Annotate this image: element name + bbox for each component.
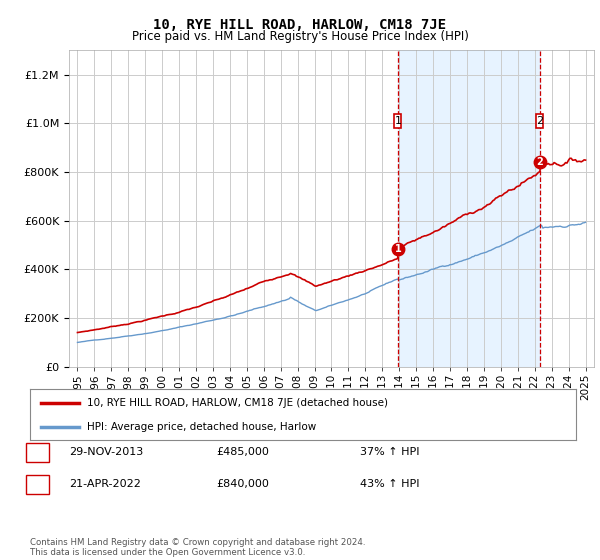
Text: 1: 1 (395, 244, 401, 254)
Text: Price paid vs. HM Land Registry's House Price Index (HPI): Price paid vs. HM Land Registry's House … (131, 30, 469, 43)
Text: 43% ↑ HPI: 43% ↑ HPI (360, 479, 419, 489)
Text: 1: 1 (394, 116, 401, 126)
Text: 1: 1 (34, 447, 41, 458)
Text: 2: 2 (536, 116, 544, 126)
Text: 2: 2 (34, 479, 41, 489)
Text: Contains HM Land Registry data © Crown copyright and database right 2024.
This d: Contains HM Land Registry data © Crown c… (30, 538, 365, 557)
Text: £840,000: £840,000 (216, 479, 269, 489)
Bar (398, 50, 540, 367)
Text: £485,000: £485,000 (216, 447, 269, 458)
FancyBboxPatch shape (394, 114, 401, 128)
FancyBboxPatch shape (536, 114, 543, 128)
Text: 10, RYE HILL ROAD, HARLOW, CM18 7JE (detached house): 10, RYE HILL ROAD, HARLOW, CM18 7JE (det… (88, 398, 388, 408)
Text: 2: 2 (536, 157, 543, 167)
Text: HPI: Average price, detached house, Harlow: HPI: Average price, detached house, Harl… (88, 422, 317, 432)
Text: 10, RYE HILL ROAD, HARLOW, CM18 7JE: 10, RYE HILL ROAD, HARLOW, CM18 7JE (154, 18, 446, 32)
Text: 37% ↑ HPI: 37% ↑ HPI (360, 447, 419, 458)
Text: 29-NOV-2013: 29-NOV-2013 (69, 447, 143, 458)
Text: 21-APR-2022: 21-APR-2022 (69, 479, 141, 489)
